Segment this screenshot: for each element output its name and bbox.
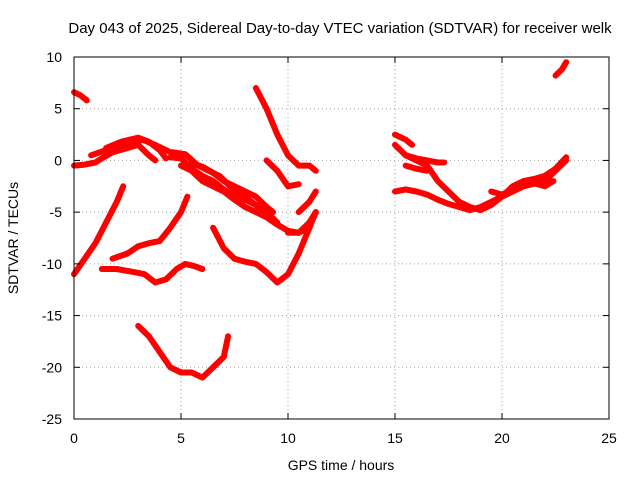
series-track-21 — [402, 162, 431, 174]
series-track-20 — [402, 152, 431, 164]
series-track-16 — [285, 209, 319, 236]
series-track-13 — [252, 85, 319, 174]
series-track-2 — [71, 141, 159, 169]
series-track-23 — [488, 178, 557, 198]
series-track-12 — [210, 209, 319, 286]
series-track-0 — [71, 89, 90, 104]
x-tick-label: 20 — [494, 430, 510, 446]
y-tick-label: -25 — [42, 411, 62, 427]
series-track-14 — [263, 157, 302, 190]
axis-ticks — [73, 56, 610, 420]
grid-lines — [74, 57, 609, 419]
x-tick-label: 25 — [601, 430, 617, 446]
chart-title: Day 043 of 2025, Sidereal Day-to-day VTE… — [68, 20, 612, 37]
x-tick-label: 15 — [387, 430, 403, 446]
series-layer — [71, 59, 570, 381]
series-track-7 — [135, 322, 232, 381]
series-track-1 — [71, 183, 127, 278]
series-track-5 — [109, 193, 191, 262]
series-track-18 — [392, 141, 570, 214]
x-tick-label: 0 — [70, 430, 78, 446]
tick-labels: 0 5 10 15 20 25 -25 -20 -15 -10 -5 0 5 10 — [42, 49, 617, 446]
series-track-19 — [392, 131, 416, 148]
y-tick-label: 5 — [54, 101, 62, 117]
x-tick-label: 5 — [177, 430, 185, 446]
y-tick-label: 0 — [54, 152, 62, 168]
series-track-11 — [188, 160, 276, 216]
y-tick-label: -15 — [42, 308, 62, 324]
y-tick-label: -20 — [42, 359, 62, 375]
y-axis-label: SDTVAR / TECUs — [5, 182, 21, 294]
x-tick-label: 10 — [280, 430, 296, 446]
y-tick-label: 10 — [46, 49, 62, 65]
series-track-4 — [103, 134, 169, 162]
x-axis-label: GPS time / hours — [288, 457, 395, 473]
series-track-6 — [98, 260, 206, 286]
series-track-22 — [424, 157, 448, 166]
series-track-15 — [295, 188, 319, 216]
plot-frame — [73, 56, 610, 420]
y-tick-label: -5 — [50, 204, 63, 220]
y-tick-label: -10 — [42, 256, 62, 272]
series-track-24 — [552, 59, 570, 79]
